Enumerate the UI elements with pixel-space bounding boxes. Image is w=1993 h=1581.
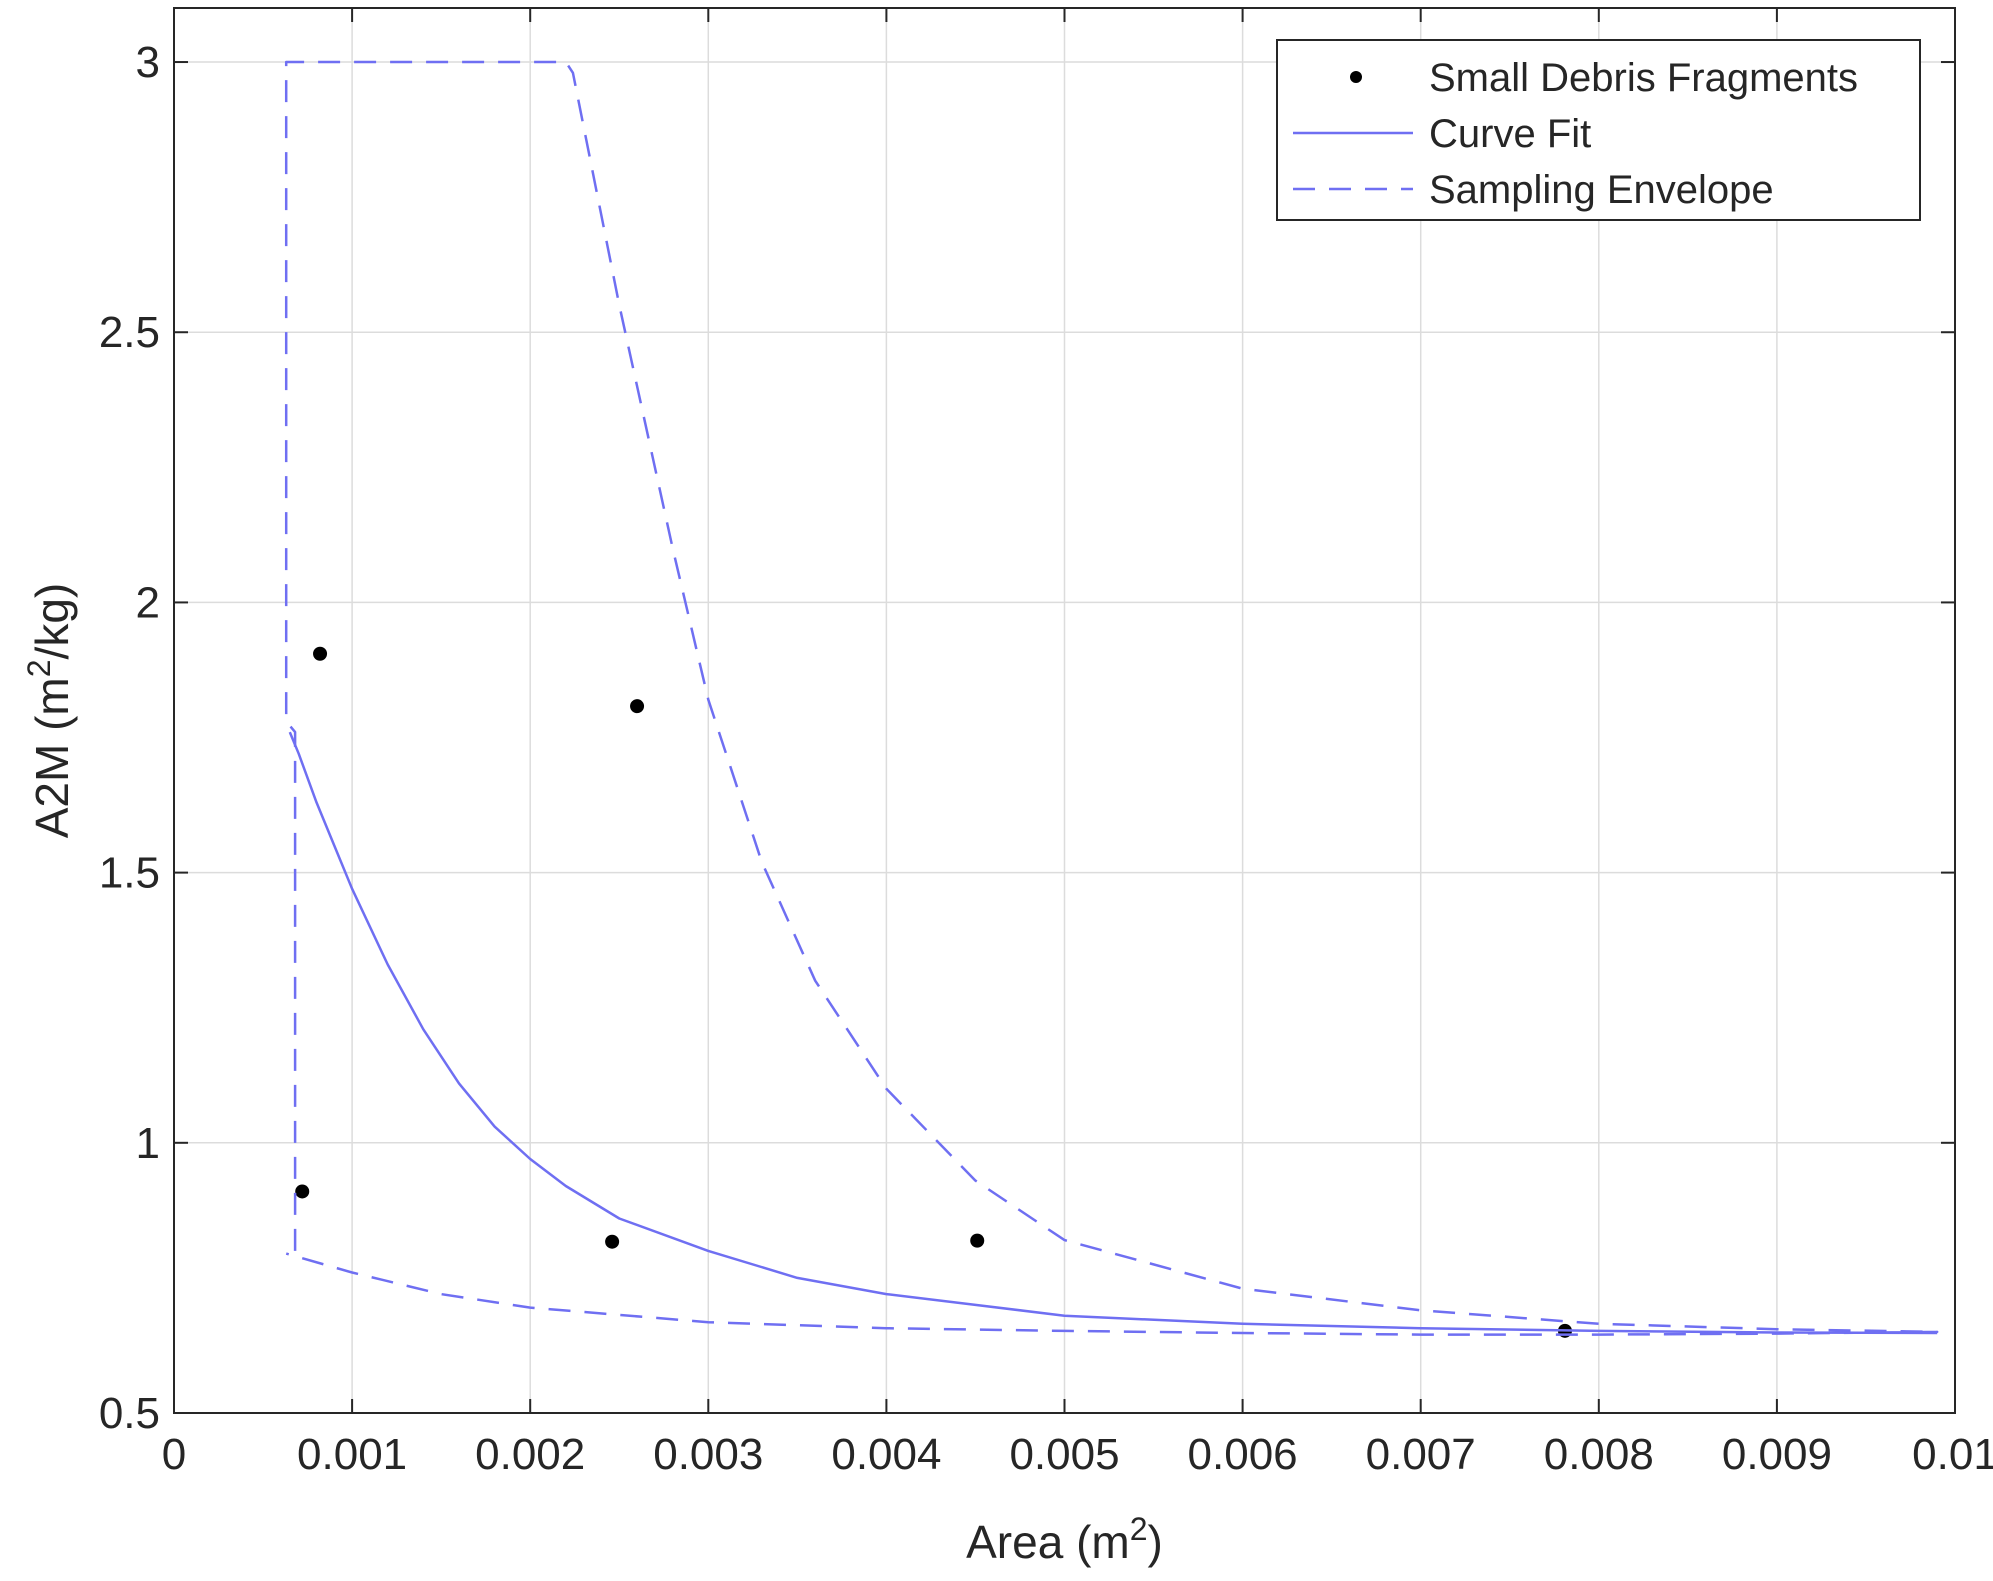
data-point-small-debris-fragments xyxy=(313,646,328,661)
series-layer xyxy=(284,60,1939,1338)
y-tick-label: 2 xyxy=(136,578,160,627)
data-point-small-debris-fragments xyxy=(295,1184,310,1199)
x-tick-label: 0.001 xyxy=(297,1430,407,1479)
legend-label-curve-fit: Curve Fit xyxy=(1429,112,1591,156)
x-tick-label: 0.005 xyxy=(1009,1430,1119,1479)
x-tick-label: 0.01 xyxy=(1912,1430,1993,1479)
legend-label-sampling-envelope: Sampling Envelope xyxy=(1429,168,1774,212)
x-tick-label: 0.008 xyxy=(1544,1430,1654,1479)
data-point-small-debris-fragments xyxy=(630,699,645,714)
y-tick-label: 2.5 xyxy=(99,308,160,357)
y-tick-label: 1 xyxy=(136,1119,160,1168)
legend: Small Debris Fragments Curve Fit Samplin… xyxy=(1276,39,1921,221)
x-tick-label: 0.004 xyxy=(831,1430,941,1479)
tick-layer: 0 0.001 0.002 0.003 0.004 0.005 0.006 0.007 0.00… xyxy=(99,8,1993,1479)
x-tick-label: 0 xyxy=(162,1430,186,1479)
data-point-small-debris-fragments xyxy=(970,1233,985,1248)
x-tick-label: 0.009 xyxy=(1722,1430,1832,1479)
x-tick-label: 0.007 xyxy=(1366,1430,1476,1479)
legend-label-small-debris-fragments: Small Debris Fragments xyxy=(1429,56,1858,100)
legend-marker-small-debris-fragments xyxy=(1350,71,1362,83)
y-tick-label: 3 xyxy=(136,38,160,87)
x-tick-label: 0.003 xyxy=(653,1430,763,1479)
series-line-curve-fit xyxy=(288,731,1938,1335)
x-tick-label: 0.006 xyxy=(1188,1430,1298,1479)
series-line-sampling-envelope xyxy=(284,60,1939,1336)
y-tick-label: 1.5 xyxy=(99,849,160,898)
x-tick-label: 0.002 xyxy=(475,1430,585,1479)
y-tick-label: 0.5 xyxy=(99,1389,160,1438)
x-axis-title: Area (m2) xyxy=(966,1511,1163,1568)
y-axis-title: A2M (m2/kg) xyxy=(21,583,78,839)
data-point-small-debris-fragments xyxy=(605,1234,620,1249)
